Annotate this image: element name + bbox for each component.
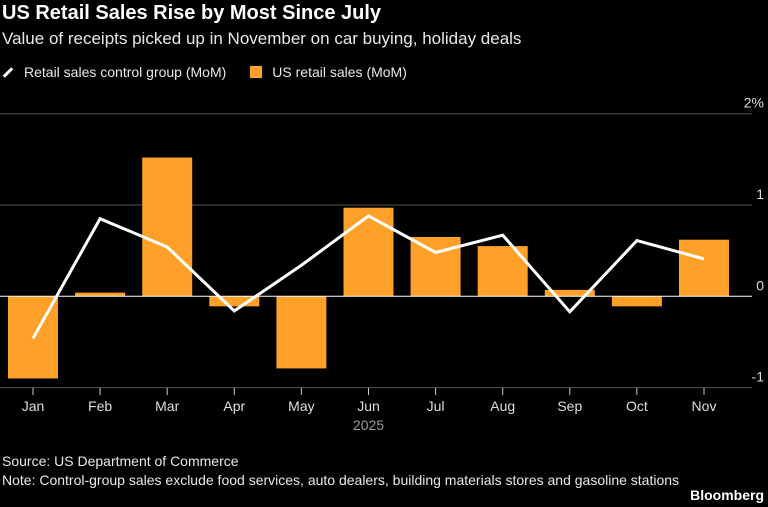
legend: Retail sales control group (MoM) US reta…	[2, 64, 407, 80]
x-tick-label: Apr	[223, 398, 245, 414]
x-tick-label: Jul	[427, 398, 445, 414]
legend-bar-swatch	[250, 66, 263, 78]
x-tick-label: Feb	[88, 398, 112, 414]
chart-subtitle: Value of receipts picked up in November …	[2, 29, 522, 48]
bar-feb	[75, 292, 126, 297]
y-tick-label: 2%	[744, 95, 764, 111]
x-tick-label: May	[288, 398, 314, 414]
x-tick-label: Mar	[155, 398, 179, 414]
bar-sep	[544, 289, 595, 297]
bar-mar	[142, 157, 193, 297]
x-tick-label: Sep	[557, 398, 582, 414]
bloomberg-logo: Bloomberg	[690, 487, 764, 503]
legend-label-control: Retail sales control group (MoM)	[24, 64, 227, 80]
legend-label-retail: US retail sales (MoM)	[272, 64, 407, 80]
bar-jun	[343, 207, 394, 297]
note-text: Note: Control-group sales exclude food s…	[2, 472, 680, 488]
source-text: Source: US Department of Commerce	[2, 453, 239, 469]
bar-may	[276, 296, 327, 369]
bar-nov	[679, 239, 729, 297]
bar-apr	[209, 296, 260, 307]
x-tick-label: Jun	[357, 398, 380, 414]
control-group-line	[31, 214, 705, 340]
chart: 2% 1 0 -1 Jan Feb Mar Apr May Jun Jul Aug Sep Oct Nov 2…	[0, 95, 765, 433]
y-tick-label: 0	[756, 277, 764, 293]
x-tick-label: Aug	[490, 398, 515, 414]
bar-jul	[410, 236, 461, 297]
x-tick-label: Jan	[22, 398, 45, 414]
bar-oct	[611, 296, 662, 307]
x-tick-label: Nov	[692, 398, 717, 414]
x-tick-label: Oct	[626, 398, 648, 414]
x-axis-label: 2025	[353, 417, 384, 433]
y-tick-label: -1	[752, 369, 765, 385]
chart-title: US Retail Sales Rise by Most Since July	[2, 2, 382, 24]
y-tick-label: 1	[756, 186, 764, 202]
